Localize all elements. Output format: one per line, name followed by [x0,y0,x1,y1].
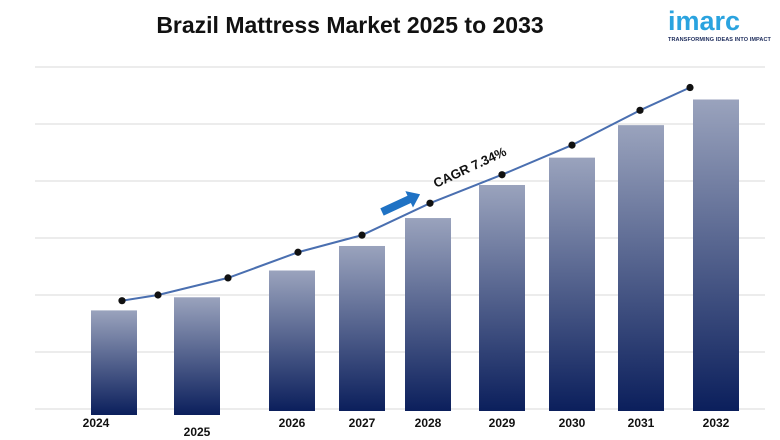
x-tick-label: 2024 [83,416,110,430]
trend-line [121,86,691,302]
bar-2031 [618,125,664,411]
cagr-label: CAGR 7.34% [431,144,509,191]
bar-2032 [693,99,739,412]
trend-point [636,106,644,114]
trend-point [686,83,694,92]
chart-title: Brazil Mattress Market 2025 to 2033 [156,12,544,38]
trend-point [294,248,302,256]
bar-2025 [174,297,220,415]
cagr-arrow-icon [380,191,421,216]
trend-polyline [121,86,691,302]
logo-wordmark: imarc [668,6,741,36]
x-tick-label: 2025 [184,425,211,439]
trend-point [358,231,366,239]
trend-markers [118,83,694,305]
x-tick-label: 2026 [279,416,306,430]
trend-point [568,141,576,149]
x-tick-label: 2029 [489,416,516,430]
bar-2028 [405,218,451,411]
bars [91,99,739,415]
bar-2030 [549,157,595,411]
bar-2024 [91,310,137,415]
x-tick-label: 2031 [628,416,655,430]
bar-2029 [479,184,525,411]
bar-2026 [269,270,315,411]
x-tick-label: 2030 [559,416,586,430]
x-tick-label: 2032 [703,416,730,430]
logo-tagline: TRANSFORMING IDEAS INTO IMPACT [668,37,772,43]
x-axis-labels: 2024 2025 2026 2027 2028 2029 2030 2031 2032 [83,416,730,439]
trend-point [154,291,162,299]
trend-point [118,297,126,305]
x-tick-label: 2027 [349,416,376,430]
bar-2027 [339,245,385,411]
trend-point [498,171,506,179]
trend-point [426,199,434,207]
x-tick-label: 2028 [415,416,442,430]
imarc-logo: imarc TRANSFORMING IDEAS INTO IMPACT [668,6,776,50]
trend-point [224,274,232,282]
